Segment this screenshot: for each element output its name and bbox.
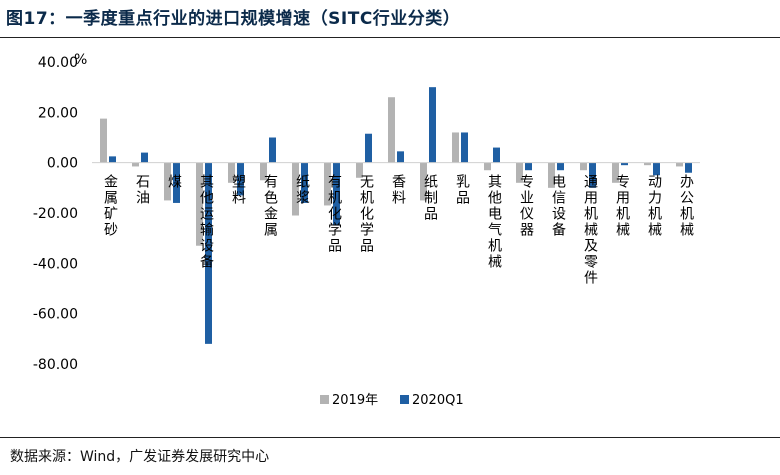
bar-series2 — [333, 162, 340, 226]
x-tick-label: 无机化学品 — [360, 175, 374, 255]
x-tick-label: 其他电气机械 — [488, 175, 502, 271]
legend-swatch — [320, 395, 329, 404]
x-tick-label: 有色金属 — [264, 175, 278, 239]
x-tick-label: 金属矿砂 — [104, 175, 118, 239]
bar-series1 — [260, 162, 267, 181]
y-tick-label: 20.00 — [38, 105, 78, 121]
x-tick-label: 通用机械及零件 — [584, 175, 598, 287]
x-tick-label: 纸制品 — [424, 175, 438, 223]
bars-group — [100, 87, 692, 344]
x-tick-label: 专用机械 — [616, 175, 630, 239]
bar-series2 — [365, 133, 372, 163]
y-tick-label: 40.00 — [38, 55, 78, 71]
bar-series1 — [100, 118, 107, 163]
bar-series1 — [516, 162, 523, 183]
bar-series1 — [164, 162, 171, 201]
bar-series1 — [132, 162, 139, 167]
bar-series1 — [548, 162, 555, 188]
bar-series2 — [141, 152, 148, 163]
y-tick-label: -80.00 — [33, 357, 78, 373]
x-tick-label: 电信设备 — [552, 175, 566, 239]
x-axis-category-labels: 金属矿砂 石油 煤 其他运输设备 塑料 有色金属 纸浆 有机化学品 无机化学品 香料 纸制品 乳品其他… — [104, 175, 694, 287]
x-tick-label: 塑料 — [232, 175, 246, 207]
bar-series1 — [612, 162, 619, 183]
bar-series2 — [589, 162, 596, 188]
bar-series1 — [644, 162, 651, 166]
bar-series2 — [461, 132, 468, 163]
bar-series1 — [452, 132, 459, 163]
x-tick-label: 专业仪器 — [520, 175, 534, 239]
x-tick-label: 乳品 — [456, 175, 470, 207]
y-tick-label: -20.00 — [33, 206, 78, 222]
bar-series2 — [557, 162, 564, 171]
x-tick-label: 有机化学品 — [328, 175, 342, 255]
source-note: 数据来源：Wind，广发证券发展研究中心 — [10, 449, 270, 465]
bar-series2 — [301, 162, 308, 203]
bar-series1 — [388, 97, 395, 163]
bar-series1 — [292, 162, 299, 216]
legend: 2019年 2020Q1 — [320, 393, 464, 408]
bar-series1 — [676, 162, 683, 167]
y-axis-unit-label: % — [74, 52, 87, 68]
bar-series2 — [653, 162, 660, 176]
legend-label: 2020Q1 — [412, 393, 464, 408]
bar-series1 — [228, 162, 235, 183]
bar-series1 — [196, 162, 203, 246]
bar-series2 — [429, 87, 436, 163]
bar-series2 — [109, 156, 116, 163]
bar-series1 — [356, 162, 363, 178]
y-tick-label: -60.00 — [33, 307, 78, 323]
bar-series2 — [397, 151, 404, 163]
bar-series1 — [324, 162, 331, 206]
bar-chart: 40.00 20.00 0.00 -20.00 -40.00 -60.00 -80.00 %… — [33, 52, 700, 408]
bar-series2 — [205, 162, 212, 344]
x-tick-label: 办公机械 — [680, 175, 694, 239]
top-rule — [0, 37, 780, 38]
legend-label: 2019年 — [332, 393, 378, 408]
bar-series2 — [237, 162, 244, 196]
bar-series2 — [525, 162, 532, 171]
x-tick-label: 香料 — [392, 175, 406, 207]
x-tick-label: 动力机械 — [648, 175, 662, 239]
y-tick-label: -40.00 — [33, 256, 78, 272]
y-tick-label: 0.00 — [47, 156, 78, 172]
bar-series2 — [621, 162, 628, 166]
bar-series2 — [173, 162, 180, 203]
x-tick-label: 其他运输设备 — [200, 175, 214, 271]
bar-series1 — [580, 162, 587, 171]
bar-series2 — [269, 137, 276, 163]
bar-series2 — [493, 147, 500, 163]
x-tick-label: 石油 — [136, 175, 150, 207]
y-axis-ticks: 40.00 20.00 0.00 -20.00 -40.00 -60.00 -80.00 — [33, 55, 78, 373]
figure-title: 图17：一季度重点行业的进口规模增速（SITC行业分类） — [6, 9, 461, 29]
bar-series2 — [685, 162, 692, 173]
bar-series1 — [420, 162, 427, 201]
bar-series1 — [484, 162, 491, 171]
legend-swatch — [400, 395, 409, 404]
x-tick-label: 纸浆 — [296, 175, 310, 207]
bottom-rule — [0, 437, 780, 438]
x-tick-label: 煤 — [168, 175, 182, 191]
